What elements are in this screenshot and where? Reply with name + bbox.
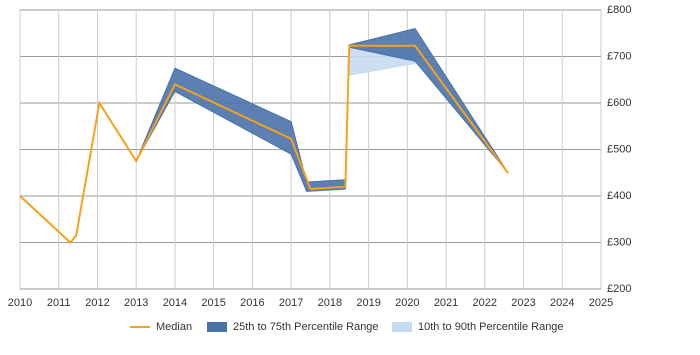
y-tick-label: £300	[607, 236, 631, 248]
x-tick-label: 2020	[395, 297, 419, 309]
x-tick-label: 2012	[85, 297, 109, 309]
legend-swatch	[392, 322, 412, 332]
legend-label: Median	[156, 321, 192, 333]
x-tick-label: 2021	[434, 297, 458, 309]
y-tick-label: £600	[607, 97, 631, 109]
x-tick-label: 2010	[8, 297, 32, 309]
x-tick-label: 2013	[124, 297, 148, 309]
y-tick-label: £500	[607, 143, 631, 155]
legend-label: 10th to 90th Percentile Range	[418, 321, 564, 333]
x-tick-label: 2023	[511, 297, 535, 309]
y-tick-label: £200	[607, 283, 631, 295]
y-tick-label: £400	[607, 190, 631, 202]
x-tick-label: 2017	[279, 297, 303, 309]
x-tick-label: 2025	[589, 297, 613, 309]
x-tick-label: 2024	[550, 297, 574, 309]
x-tick-label: 2022	[473, 297, 497, 309]
x-tick-label: 2014	[163, 297, 187, 309]
x-tick-label: 2011	[47, 297, 71, 309]
median-line	[19, 44, 509, 244]
legend-label: 25th to 75th Percentile Range	[233, 321, 379, 333]
y-tick-label: £800	[607, 4, 631, 16]
legend-swatch	[207, 322, 227, 332]
x-tick-label: 2019	[356, 297, 380, 309]
x-tick-label: 2018	[318, 297, 342, 309]
x-tick-label: 2016	[240, 297, 264, 309]
x-tick-label: 2015	[201, 297, 225, 309]
y-tick-label: £700	[607, 50, 631, 62]
